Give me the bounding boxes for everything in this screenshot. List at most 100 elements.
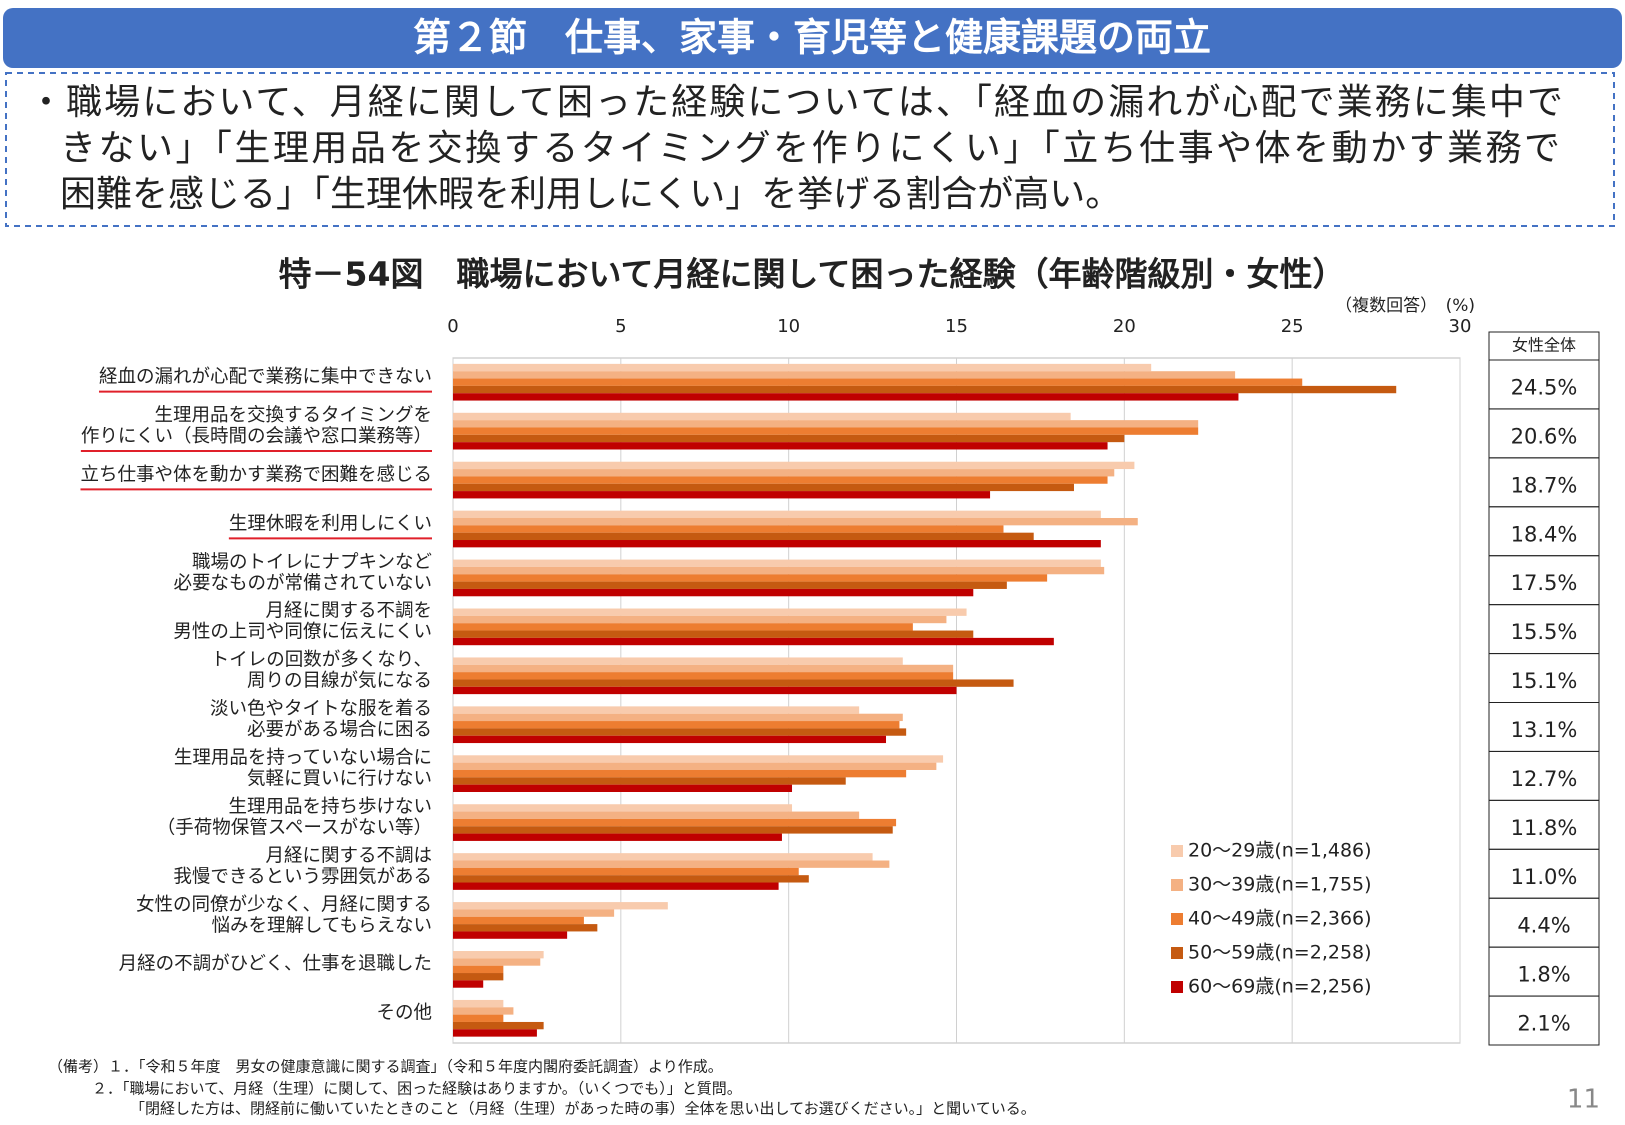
bullet-box [5,72,1615,227]
table-value: 15.1% [1511,669,1578,693]
bar [453,559,1101,567]
bar [453,902,668,910]
bar [453,833,782,841]
category-label: 月経に関する不調は我慢できるという雰囲気がある [173,845,432,887]
bar [453,588,974,597]
table-value: 4.4% [1517,914,1570,938]
bar [453,826,893,834]
category-label: 生理休暇を利用しにくい [229,513,432,534]
table-value: 15.5% [1511,620,1578,644]
bar [453,461,1135,470]
table-value: 11.8% [1511,816,1578,840]
table-value: 20.6% [1511,424,1578,448]
bar [453,686,957,695]
category-label: トイレの回数が多くなり、周りの目線が気になる [211,650,432,692]
category-label: その他 [376,1003,432,1024]
bar [453,804,793,812]
bar [453,412,1071,421]
category-label: 淡い色やタイトな服を着る必要がある場合に困る [210,699,432,741]
bar [453,860,890,868]
bar [453,882,779,890]
bar [453,980,484,988]
bar [453,735,887,744]
bar [453,371,1236,379]
bar [453,476,1108,484]
bar [453,679,1014,687]
x-tick-label: 25 [1281,316,1304,337]
footnote: 「閉経した方は、閉経前に働いていたときのこと（月経（生理）があった時の事）全体を… [130,1100,1036,1118]
category-label: 生理用品を交換するタイミングを作りにくい（長時間の会議や窓口業務等） [81,405,432,447]
table-value: 18.4% [1511,522,1578,546]
x-tick-label: 20 [1113,316,1136,337]
bar [453,762,937,770]
bar [453,574,1048,582]
category-label: 職場のトイレにナプキンなど必要なものが常備されていない [174,552,432,594]
bar [453,769,907,778]
bar [453,517,1138,526]
bar [453,755,944,763]
table-value: 13.1% [1511,718,1578,742]
category-label: 月経の不調がひどく、仕事を退職した [119,954,432,975]
bar [453,469,1115,477]
category-label: 女性の同僚が少なく、月経に関する悩みを理解してもらえない [136,894,432,936]
bar [453,777,846,785]
x-tick-label: 15 [945,316,968,337]
bar [453,1014,504,1022]
bar [453,1007,514,1015]
table-cell [1488,995,1600,1046]
bar [453,378,1303,386]
bar [453,784,793,792]
table-header-cell [1488,331,1600,361]
page-number: 11 [1567,1085,1600,1115]
x-tick-label: 0 [447,316,458,337]
footnote: （備考）１．「令和５年度 男女の健康意識に関する調査」（令和５年度内閣府委託調査… [48,1058,723,1076]
bar [453,916,584,925]
table-header: 女性全体 [1512,336,1576,355]
bar [453,713,903,722]
bar [453,566,1105,575]
bar [453,1029,537,1037]
bar [453,909,615,917]
footnote: ２．「職場において、月経（生理）に関して、困った経験はありますか。（いくつでも）… [92,1080,742,1098]
legend-swatch [1171,947,1183,959]
bar [453,608,967,616]
legend-label: 30〜39歳(n=1,755) [1188,874,1372,896]
bar [453,875,809,883]
bar [453,999,504,1008]
bar [453,491,991,499]
legend-label: 60〜69歳(n=2,256) [1188,976,1372,998]
table-value: 2.1% [1517,1012,1570,1036]
category-label: 月経に関する不調を男性の上司や同僚に伝えにくい [173,601,432,643]
chart-title: 特－54図 職場において月経に関して困った経験（年齢階級別・女性） [279,255,1346,294]
table-value: 24.5% [1511,375,1578,399]
bar [453,442,1108,450]
bar [453,483,1074,492]
bar [453,924,598,932]
bar [453,1021,544,1030]
bar [453,811,860,819]
table-value: 12.7% [1511,767,1578,791]
category-label: 生理用品を持ち歩けない（手荷物保管スペースがない等） [157,796,432,838]
bar [453,951,544,959]
bar [453,728,907,736]
legend-label: 20〜29歳(n=1,486) [1188,840,1372,862]
bar [453,510,1101,518]
x-tick-label: 10 [777,316,800,337]
legend-label: 50〜59歳(n=2,258) [1188,942,1372,964]
legend-swatch [1171,913,1183,925]
header-bar [3,8,1622,68]
bar [453,630,974,638]
table-value: 17.5% [1511,571,1578,595]
bar [453,965,504,974]
bar [453,525,1004,533]
legend-swatch [1171,879,1183,891]
category-label: 立ち仕事や体を動かす業務で困難を感じる [80,464,432,485]
bar [453,672,954,680]
bar [453,637,1054,646]
bullet-line: ・職場において、月経に関して困った経験については、「経血の漏れが心配で業務に集中… [28,82,1563,123]
unit-note: （複数回答） (%) [1335,296,1475,316]
bar [453,532,1034,541]
header-title: 第２節 仕事、家事・育児等と健康課題の両立 [413,16,1211,60]
bar [453,958,541,966]
